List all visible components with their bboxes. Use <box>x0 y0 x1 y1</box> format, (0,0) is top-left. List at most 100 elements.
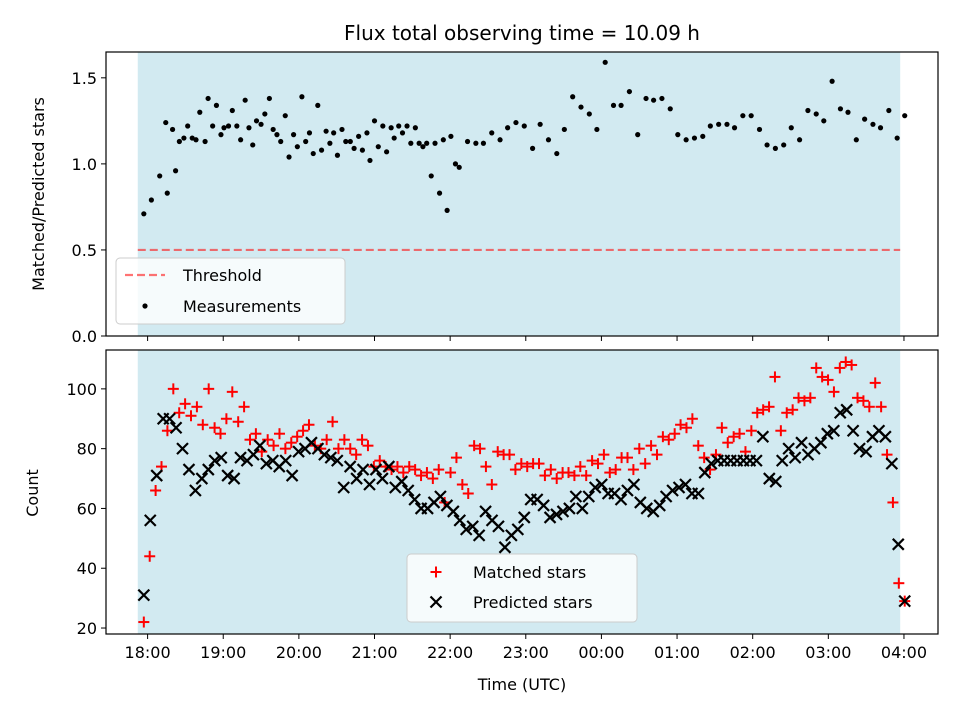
predicted-star-point-stroke-b <box>827 424 841 437</box>
predicted-star-point-stroke-b <box>466 520 479 533</box>
predicted-star-point-stroke-b <box>582 490 596 503</box>
predicted-star-point-stroke-b <box>775 454 789 467</box>
measurement-point <box>388 125 394 131</box>
predicted-star-point-stroke-b <box>150 469 163 482</box>
predicted-star-point <box>582 490 596 503</box>
x-axis-label: Time (UTC) <box>477 675 566 694</box>
predicted-star-point <box>698 466 712 479</box>
matched-legend-marker <box>430 566 442 578</box>
measurement-point <box>205 95 211 102</box>
matched-star-point <box>680 422 692 434</box>
measurement-point <box>886 107 892 114</box>
measurement-point <box>306 130 313 136</box>
measurement-point <box>829 78 835 84</box>
measurement-point <box>242 97 248 103</box>
measurement-point <box>172 168 179 174</box>
measurement-point <box>351 145 357 151</box>
predicted-star-point-stroke-b <box>214 451 228 464</box>
predicted-legend-marker <box>429 595 443 609</box>
measurement-point <box>444 207 450 213</box>
predicted-star-point <box>769 475 783 488</box>
matched-star-point <box>350 449 362 461</box>
predicted-star-point-stroke-b <box>305 436 318 449</box>
matched-star-point <box>728 431 740 443</box>
predicted-star-point-stroke-b <box>356 463 370 476</box>
measurement-point <box>731 125 738 131</box>
matched-star-point <box>810 362 822 374</box>
predicted-star-point <box>588 481 602 494</box>
measurement-point <box>456 164 462 170</box>
matched-star-point <box>563 467 575 479</box>
measurement-point <box>659 95 665 102</box>
measurement-point <box>521 123 527 129</box>
matched-star-point <box>421 467 433 479</box>
threshold-legend-label: Threshold <box>182 266 262 285</box>
predicted-star-point <box>369 463 383 476</box>
predicted-star-point <box>672 481 686 494</box>
measurement-point <box>448 133 454 139</box>
x-tick-label: 03:00 <box>805 643 851 662</box>
measurement-point <box>764 142 770 148</box>
predicted-star-point-stroke-b <box>234 451 247 464</box>
measurement-point <box>796 137 803 143</box>
measurement-point <box>396 123 402 129</box>
predicted-star-point-stroke-b <box>318 448 331 461</box>
matched-star-point <box>669 428 681 440</box>
predicted-star-point <box>221 469 234 482</box>
predicted-star-point-stroke-b <box>169 421 183 435</box>
predicted-star-point <box>853 442 866 455</box>
matched-star-point <box>273 428 285 440</box>
matched-star-point <box>633 443 645 455</box>
predicted-star-point <box>704 457 718 470</box>
matched-star-point <box>834 362 846 374</box>
measurement-point <box>299 94 305 100</box>
measurement-point <box>391 135 397 141</box>
predicted-star-point <box>595 478 608 491</box>
matched-star-point <box>191 401 203 413</box>
measurement-point <box>234 123 240 129</box>
predicted-star-point-stroke-b <box>846 424 860 437</box>
x-tick-label: 04:00 <box>881 643 927 662</box>
measurement-point <box>408 140 414 146</box>
predicted-star-point <box>324 451 338 464</box>
measurement-point <box>157 173 163 179</box>
predicted-star-point <box>189 484 202 497</box>
measurement-point <box>545 137 552 143</box>
predicted-star-point-stroke-b <box>260 457 273 470</box>
matched-legend-swatch <box>430 566 442 578</box>
ratio-axes-frame <box>105 51 939 337</box>
matched-star-point <box>238 401 250 413</box>
matched-star-point <box>450 452 462 464</box>
measurement-point <box>667 106 673 112</box>
matched-star-point <box>592 458 604 470</box>
predicted-star-point-stroke-b <box>750 454 763 467</box>
measurement-point <box>837 106 844 112</box>
matched-star-point <box>828 386 840 398</box>
measurement-point <box>262 111 268 117</box>
predicted-star-point-stroke-b <box>614 493 628 506</box>
measurement-point <box>821 118 827 124</box>
matched-star-point <box>232 416 244 428</box>
matched-star-point <box>716 422 728 434</box>
predicted-star-point-stroke-b <box>401 484 415 497</box>
predicted-star-point-stroke-b <box>434 490 447 503</box>
matched-star-point <box>262 434 274 446</box>
matched-star-point <box>362 440 374 452</box>
predicted-star-point-stroke-b <box>563 502 576 515</box>
predicted-star-point <box>247 448 260 461</box>
predicted-star-point <box>279 454 292 467</box>
measurement-point <box>716 121 722 127</box>
predicted-star-point <box>498 541 512 554</box>
x-tick-label: 18:00 <box>125 643 171 662</box>
predicted-star-point-stroke-b <box>833 406 847 420</box>
predicted-star-point-stroke-b <box>350 472 363 485</box>
predicted-star-point <box>827 424 841 437</box>
measurement-point <box>229 107 235 114</box>
measurement-point <box>141 211 147 217</box>
ratio-panel: 0.0 0.5 1.0 1.5 Matched/Predicted stars Thr… <box>29 51 939 346</box>
x-tick-label: 00:00 <box>578 643 624 662</box>
matched-star-point <box>822 374 834 386</box>
matched-star-point <box>492 446 504 458</box>
matched-star-point <box>480 461 492 473</box>
measurement-point <box>225 123 232 129</box>
